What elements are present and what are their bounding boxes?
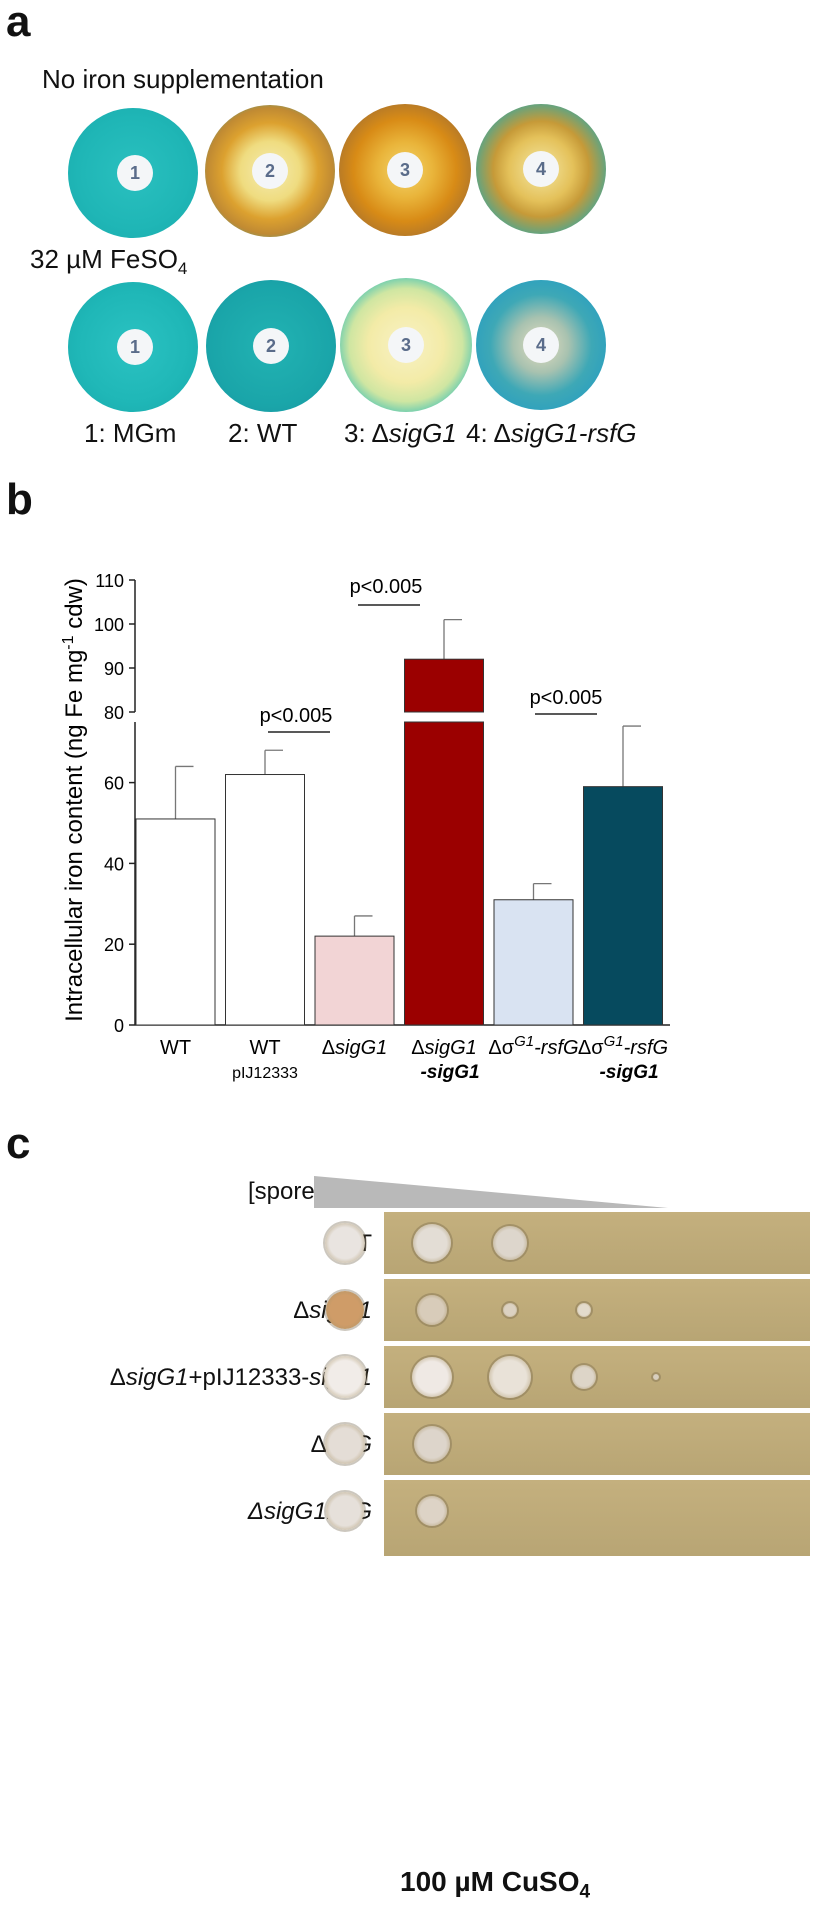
- spot-strip-1: [384, 1279, 810, 1341]
- colony-row0-dil0: [325, 1223, 365, 1263]
- x-tick-label-0: WT: [160, 1037, 191, 1059]
- spore-gradient-wedge: [314, 1176, 668, 1208]
- strain-label-2-text: 2: WT: [228, 418, 298, 448]
- strain-label-3: 3: ΔsigG1: [344, 418, 457, 449]
- colony-row0-dil1: [413, 1224, 451, 1262]
- y-axis-label-tail: cdw): [61, 578, 88, 635]
- plate-number-1-iron: 1: [117, 329, 153, 365]
- colony-row1-dil3: [577, 1303, 591, 1317]
- condition-fe-label: 32 µM FeSO4: [30, 244, 187, 279]
- spot-strip-3: [384, 1413, 810, 1475]
- plate-number-3-iron: 3: [388, 327, 424, 363]
- copper-label-subscript: 4: [579, 1881, 591, 1903]
- p-label-2: p<0.005: [350, 576, 423, 598]
- panel-b-letter: b: [6, 475, 33, 524]
- colony-row3-dil0: [325, 1424, 365, 1464]
- colony-row2-dil4: [653, 1374, 659, 1380]
- strain-label-3-prefix: 3: Δ: [344, 418, 389, 448]
- strain-label-4: 4: ΔsigG1-rsfG: [466, 418, 637, 449]
- strain-label-3-italic: sigG1: [388, 418, 457, 448]
- colony-row0-dil2: [493, 1226, 527, 1260]
- y-tick-label-0: 0: [114, 1016, 124, 1036]
- y-ticks: 0 20 40 60 80 90 100 110: [94, 571, 135, 1036]
- bar-3-upper: [404, 658, 484, 713]
- y-tick-label-100: 100: [94, 615, 124, 635]
- x-tick-label-2: ΔsigG1: [322, 1037, 388, 1059]
- copper-label-text: 100 µM CuSO: [400, 1866, 580, 1897]
- y-axis-label: Intracellular iron content (ng Fe mg-1 c…: [60, 578, 88, 1022]
- strain-label-2: 2: WT: [228, 418, 297, 449]
- y-tick-label-40: 40: [104, 854, 124, 874]
- bar-4: [493, 899, 574, 1026]
- plate-number-2: 2: [252, 153, 288, 189]
- condition-no-iron-label: No iron supplementation: [42, 64, 324, 94]
- iron-content-chart: Intracellular iron content (ng Fe mg-1 c…: [60, 571, 670, 1083]
- y-axis-label-main: Intracellular iron content (ng Fe mg: [61, 650, 88, 1022]
- y-axis-label-sup: -1: [60, 635, 77, 649]
- plate-number-2-iron: 2: [253, 328, 289, 364]
- y-tick-label-20: 20: [104, 935, 124, 955]
- spot-strip-4: [384, 1480, 810, 1556]
- colony-row2-dil2: [489, 1356, 531, 1398]
- colony-row2-dil0: [324, 1356, 366, 1398]
- plate-number-1: 1: [117, 155, 153, 191]
- colony-row1-dil0: [326, 1291, 364, 1329]
- y-tick-label-90: 90: [104, 659, 124, 679]
- x-tick-labels: WT WT pIJ12333 ΔsigG1 ΔsigG1 -sigG1 ΔσG1-rsfG Δ…: [160, 1033, 668, 1083]
- fe-label-subscript: 4: [177, 259, 188, 279]
- bar-3-lower: [404, 721, 484, 1026]
- strain-label-1: 1: MGm: [84, 418, 176, 449]
- colony-row4-dil0: [326, 1492, 364, 1530]
- x-tick-label-5-line2: -sigG1: [599, 1062, 658, 1083]
- panel-c-letter: c: [6, 1119, 31, 1168]
- strain-label-1-text: 1: MGm: [84, 418, 177, 448]
- p-label-1: p<0.005: [260, 705, 333, 727]
- colony-row2-dil3: [572, 1365, 596, 1389]
- colony-row3-dil1: [414, 1426, 450, 1462]
- x-tick-label-1: WT: [249, 1037, 280, 1059]
- colony-row4-dil1: [417, 1496, 447, 1526]
- panel-a-letter: a: [6, 0, 31, 46]
- colony-row1-dil1: [417, 1295, 447, 1325]
- plate-number-4-iron: 4: [523, 327, 559, 363]
- bar-5: [583, 786, 663, 1026]
- spot-strip-2: [384, 1346, 810, 1408]
- x-tick-label-1-line2: pIJ12333: [232, 1065, 298, 1082]
- x-tick-label-4: ΔσG1-rsfG: [488, 1033, 578, 1059]
- bars: [135, 618, 663, 1026]
- y-tick-label-110: 110: [95, 571, 124, 591]
- fe-label-text: 32 µM FeSO: [30, 244, 178, 274]
- x-tick-label-5: ΔσG1-rsfG: [578, 1033, 668, 1059]
- copper-condition-label: 100 µM CuSO4: [400, 1866, 590, 1904]
- spot-strip-0: [384, 1212, 810, 1274]
- x-tick-label-3-line2: -sigG1: [420, 1062, 479, 1083]
- plate-number-3: 3: [387, 152, 423, 188]
- y-tick-label-60: 60: [104, 774, 124, 794]
- p-label-3: p<0.005: [530, 687, 603, 709]
- bar-0: [135, 818, 216, 1026]
- strain-label-4-italic: sigG1-rsfG: [510, 418, 637, 448]
- colony-row1-dil2: [503, 1303, 517, 1317]
- colony-row2-dil1: [412, 1357, 452, 1397]
- x-tick-label-3: ΔsigG1: [411, 1037, 477, 1059]
- bar-1: [225, 774, 305, 1026]
- strain-label-4-prefix: 4: Δ: [466, 418, 511, 448]
- y-tick-label-80: 80: [104, 703, 124, 723]
- bar-2: [314, 935, 395, 1026]
- plate-number-4: 4: [523, 151, 559, 187]
